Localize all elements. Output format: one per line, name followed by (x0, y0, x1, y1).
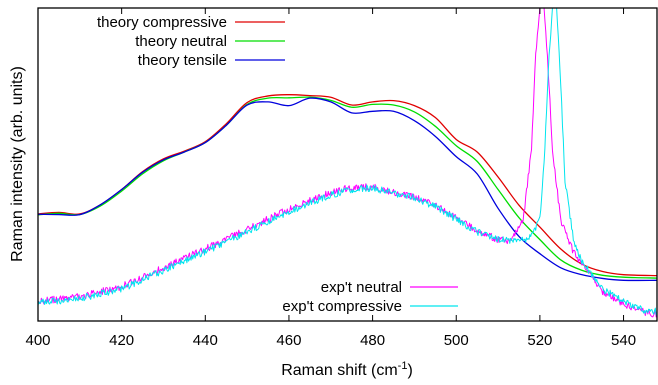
x-axis-label-main: Raman shift (cm (281, 362, 397, 379)
series-line-theory-tensile (38, 97, 657, 282)
x-tick-label-520: 520 (527, 332, 552, 349)
x-tick-label-440: 440 (193, 332, 218, 349)
y-axis-label: Raman intensity (arb. units) (9, 66, 26, 262)
series-line-exp-t-compressive (38, 8, 657, 316)
legend-label-theory-compressive: theory compressive (97, 14, 227, 31)
x-tick-label-480: 480 (360, 332, 385, 349)
x-tick-label-540: 540 (611, 332, 636, 349)
x-tick-label-420: 420 (109, 332, 134, 349)
legend-label-exp-t-compressive: exp't compressive (282, 298, 402, 315)
series-line-theory-compressive (38, 94, 657, 277)
x-axis-label-close: ) (407, 362, 412, 379)
plot-frame (37, 7, 658, 322)
x-axis-label-superscript: -1 (398, 360, 408, 372)
legend-label-exp-t-neutral: exp't neutral (321, 279, 402, 296)
x-tick-label-460: 460 (276, 332, 301, 349)
x-tick-label-400: 400 (25, 332, 50, 349)
legend-label-theory-neutral: theory neutral (135, 33, 227, 50)
series-line-theory-neutral (38, 96, 657, 279)
legend: theory compressive theory neutral theory t… (97, 14, 458, 315)
legend-label-theory-tensile: theory tensile (138, 52, 227, 69)
x-tick-label-500: 500 (444, 332, 469, 349)
x-axis-label: Raman shift (cm-1) (281, 360, 413, 379)
series-curves (38, 8, 657, 318)
axis-ticks: 400 420 440 460 480 500 520 540 (25, 8, 636, 349)
